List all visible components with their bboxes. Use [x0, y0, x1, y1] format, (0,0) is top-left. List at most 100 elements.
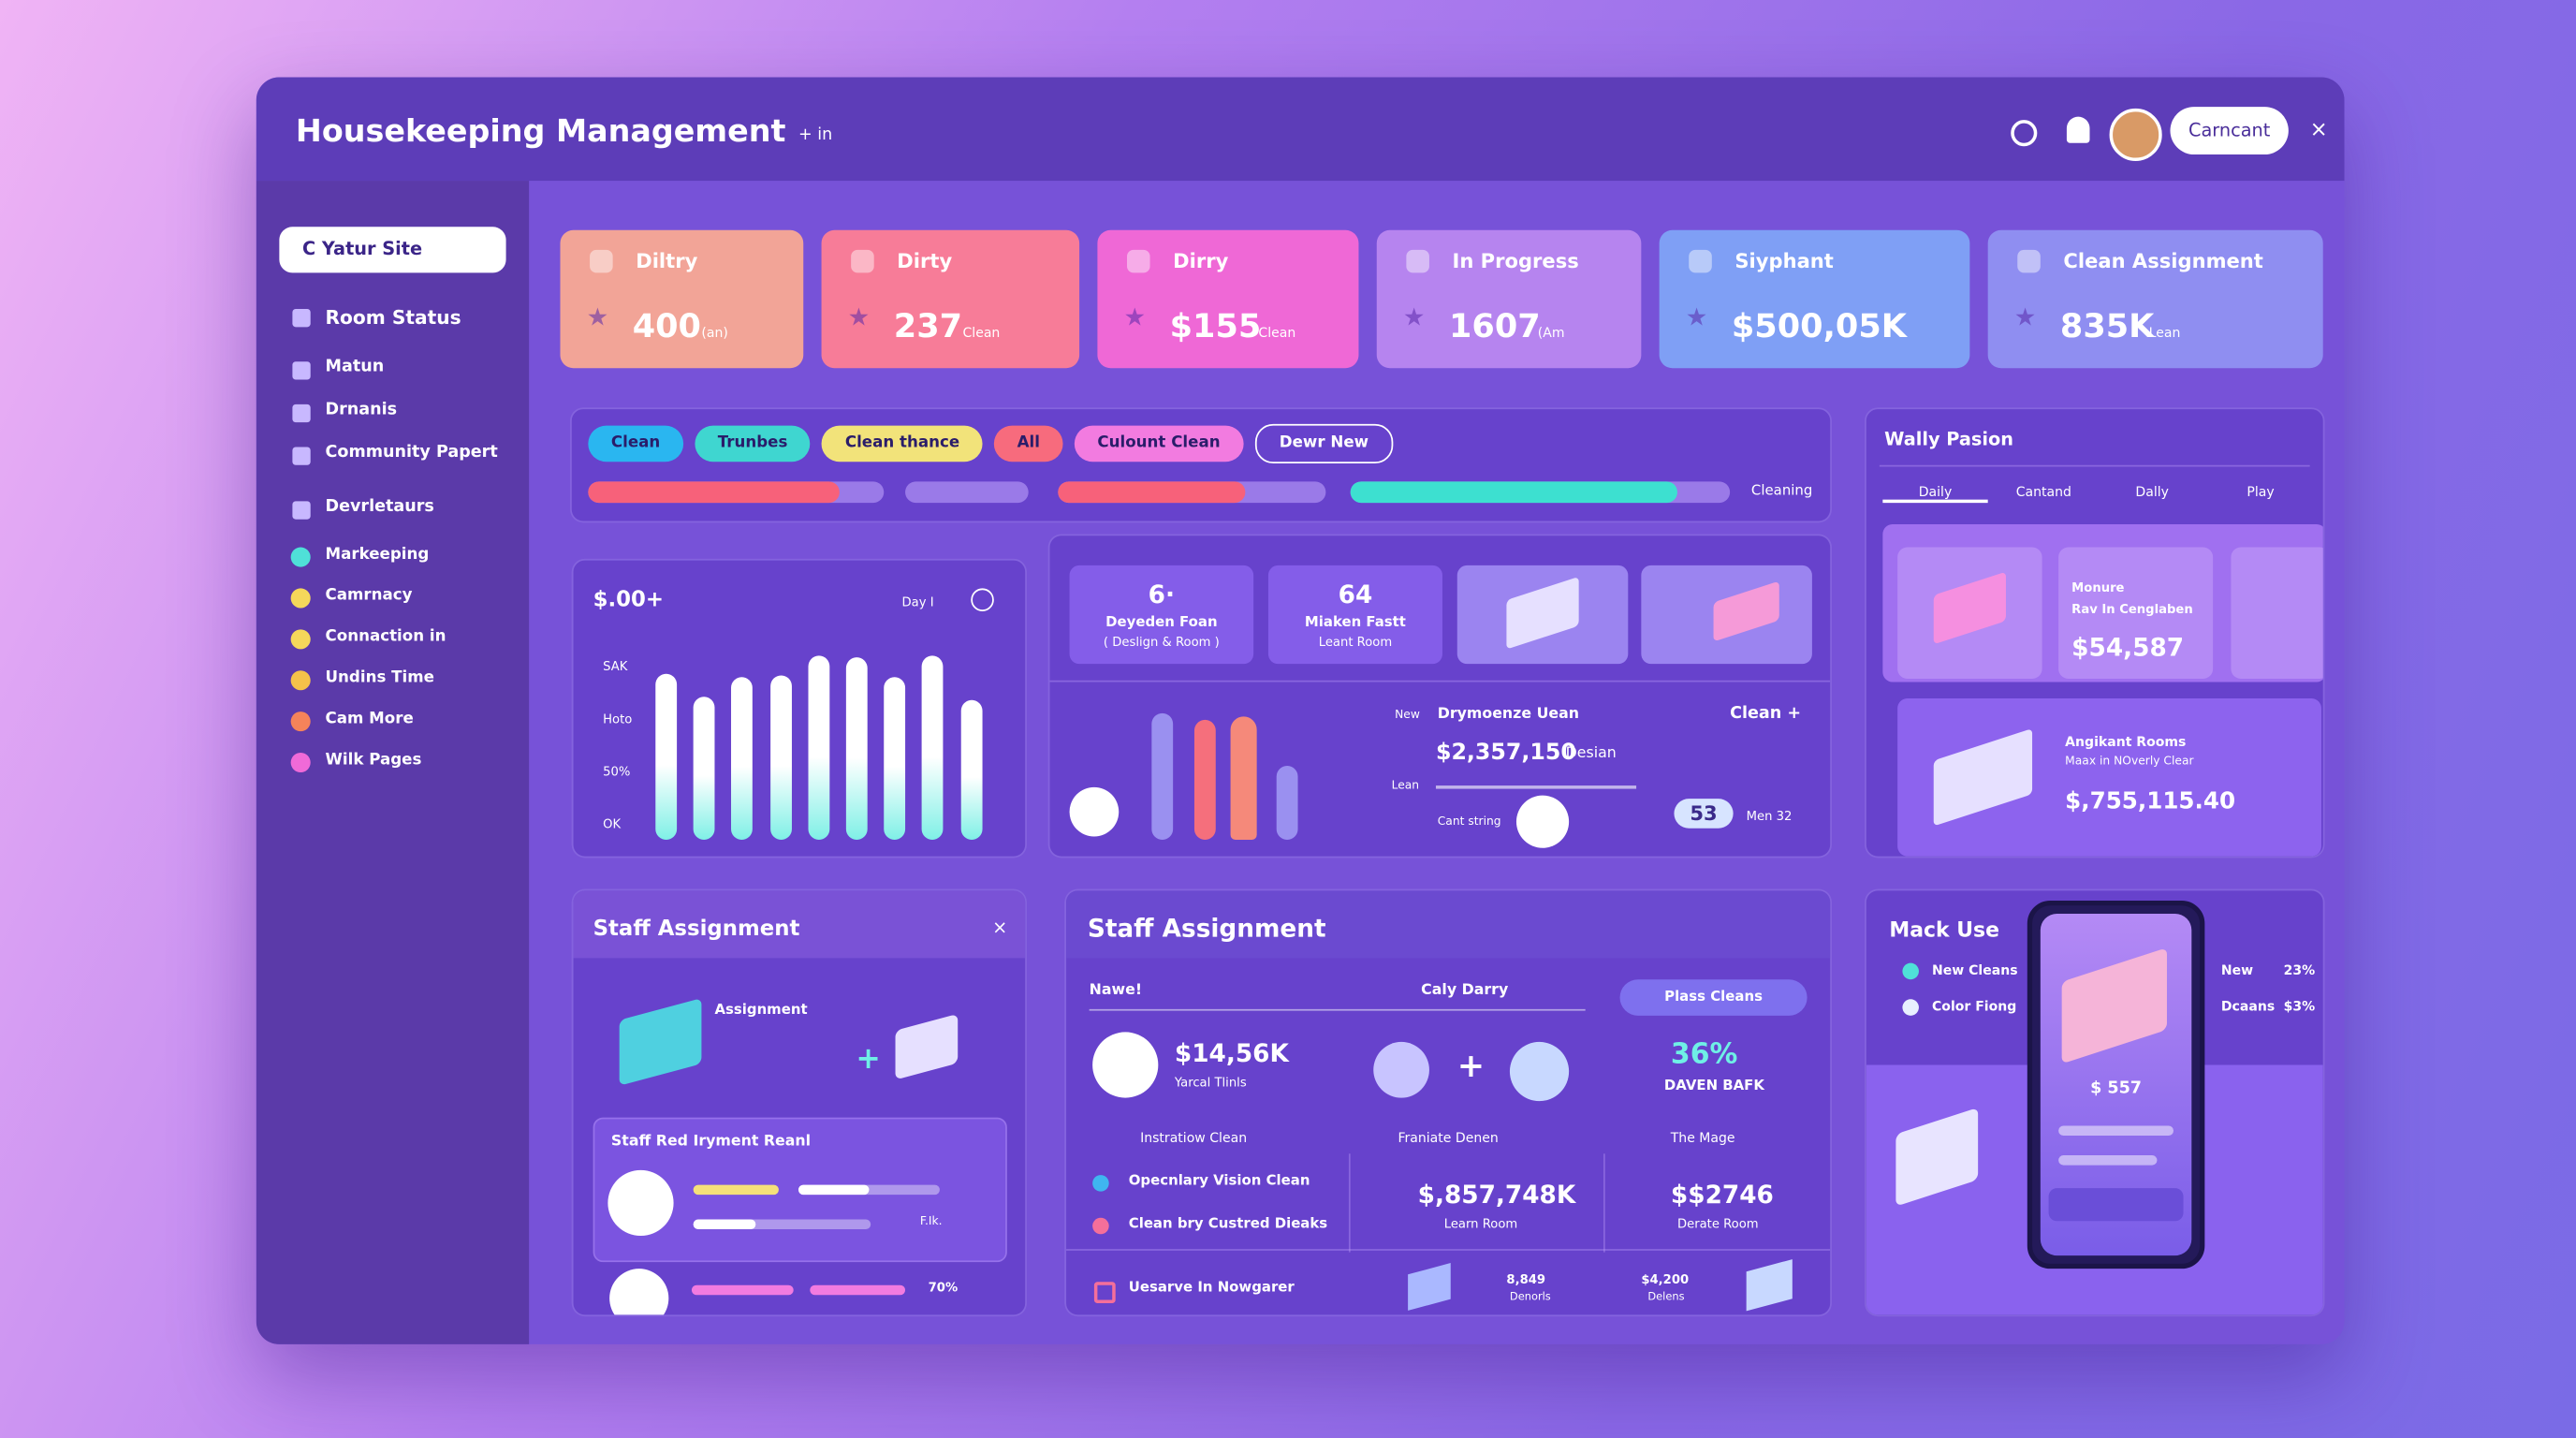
nav-item[interactable]: Markeeping: [325, 545, 430, 565]
staff-left: Staff Assignment × Assignment + Staff Re…: [571, 888, 1027, 1317]
bar: [808, 655, 829, 841]
window: Housekeeping Management + in Carncant × …: [256, 77, 2345, 1344]
pill: [798, 1184, 940, 1196]
footer-sub: Delens: [1647, 1289, 1685, 1304]
pill: [693, 1184, 779, 1196]
value: $,857,748K: [1417, 1180, 1576, 1210]
col-sep: [1603, 1153, 1605, 1253]
sidebar: C Yatur Site Room Status Matun Drnanis Comm…: [256, 181, 530, 1344]
action-button[interactable]: Plass Cleans: [1619, 979, 1808, 1016]
legend-label: Dcaans: [2220, 999, 2276, 1015]
divider: [1089, 1008, 1586, 1011]
filter-chip[interactable]: Clean thance: [822, 425, 983, 462]
y-labels: SAK Hoto 50% OK: [603, 659, 652, 840]
nav-icon: [292, 404, 311, 423]
footer-label: Uesarve In Nowgarer: [1128, 1280, 1295, 1298]
avatar: [1092, 1032, 1159, 1098]
stat-icon: [1689, 249, 1712, 273]
stat-value: 835K: [2059, 305, 2155, 345]
bar: [1276, 766, 1298, 841]
item-icon: [1092, 1175, 1109, 1192]
card-title: Deyeden Foan: [1105, 614, 1218, 632]
divider: [1049, 680, 1831, 682]
nav-item[interactable]: Camrnacy: [325, 586, 413, 605]
tab[interactable]: Dally: [2135, 484, 2169, 500]
nav-icon: [292, 361, 311, 380]
card-value: $,755,115.40: [2065, 788, 2236, 815]
stat-star: ★: [1402, 301, 1426, 332]
close-button[interactable]: ×: [2309, 118, 2328, 143]
clean-action[interactable]: Clean +: [1730, 705, 1802, 724]
nav-item[interactable]: Cam More: [325, 710, 414, 728]
stat-star: ★: [847, 301, 871, 332]
nav-item[interactable]: Matun: [325, 358, 385, 376]
stat-icon: [851, 249, 874, 273]
day-control[interactable]: Day I: [901, 594, 934, 610]
avatar: [609, 1269, 669, 1315]
illustration: [619, 998, 702, 1086]
tab[interactable]: Daily: [1882, 485, 1988, 504]
filter-chip[interactable]: Trunbes: [695, 425, 811, 462]
avatar[interactable]: [2109, 108, 2162, 162]
music-button[interactable]: [1515, 795, 1570, 848]
nav-item[interactable]: Devrletaurs: [325, 497, 434, 517]
nav-dot: [290, 712, 311, 732]
legend-pct: 23%: [2283, 962, 2316, 978]
item-icon: [1092, 1217, 1109, 1235]
nav-item[interactable]: Wilk Pages: [325, 751, 422, 770]
divider: [1435, 785, 1637, 789]
col-head: Instratiow Clean: [1140, 1130, 1248, 1146]
filter-chip[interactable]: Dewr New: [1254, 423, 1394, 464]
stat-icon: [1126, 249, 1150, 273]
nav-item[interactable]: Undins Time: [325, 668, 434, 687]
mack-panel: Mack Use New Cleans Color Fiong New 23% Dca…: [1865, 888, 2325, 1317]
value-sub: Derate Room: [1676, 1215, 1759, 1231]
item-label: Opecnlary Vision Clean: [1128, 1173, 1310, 1190]
stat-star: ★: [1123, 301, 1147, 332]
filter-chip[interactable]: Culount Clean: [1074, 425, 1244, 462]
header-button[interactable]: Carncant: [2170, 107, 2289, 155]
col-sep: [1348, 1153, 1351, 1253]
panel-title: Wally Pasion: [1884, 429, 2014, 450]
spend-title: $.00+: [593, 588, 665, 613]
icon: [1509, 1041, 1570, 1102]
y-label: 50%: [603, 764, 631, 780]
stat-label: Dirry: [1173, 249, 1229, 273]
add-button[interactable]: [971, 588, 994, 612]
nav-dot: [290, 752, 311, 773]
search-icon[interactable]: [2011, 120, 2038, 147]
stat-icon: [590, 249, 613, 273]
user-icon[interactable]: [2066, 116, 2090, 143]
panel-title: Staff Assignment: [1087, 914, 1326, 944]
home-button[interactable]: [1069, 786, 1120, 837]
tab[interactable]: Cantand: [2015, 484, 2071, 500]
stat-card: Diltry ★ 400 (an): [560, 229, 804, 369]
nav-item[interactable]: Room Status: [325, 305, 461, 330]
icon: [1093, 1282, 1116, 1304]
tab[interactable]: Play: [2247, 484, 2275, 500]
avatar: [607, 1169, 674, 1237]
label: Lean: [1391, 779, 1420, 793]
amount-unit: Desian: [1565, 745, 1617, 763]
stat-star: ★: [2013, 301, 2037, 332]
nav-item[interactable]: Connaction in: [325, 627, 446, 646]
bar: [769, 676, 792, 841]
person: [1230, 716, 1257, 841]
y-label: OK: [603, 816, 622, 832]
progress: [1350, 481, 1731, 504]
stat-card: Angikant Rooms Maax in NOverly Clear $,7…: [1897, 698, 2321, 857]
bar: [1151, 712, 1174, 841]
nav-item[interactable]: Community Papert: [325, 443, 498, 462]
legend-dot: [1902, 999, 1919, 1016]
close-button[interactable]: ×: [992, 917, 1008, 939]
illustration: [1746, 1259, 1793, 1312]
pill: [810, 1284, 906, 1296]
filter-chip[interactable]: Clean: [588, 425, 683, 462]
label: New: [1395, 708, 1420, 722]
site-search[interactable]: C Yatur Site: [279, 227, 506, 273]
nav-item[interactable]: Drnanis: [325, 401, 398, 419]
header-tag[interactable]: + in: [798, 126, 833, 145]
pill: [691, 1284, 794, 1296]
filter-chip[interactable]: All: [994, 425, 1063, 462]
